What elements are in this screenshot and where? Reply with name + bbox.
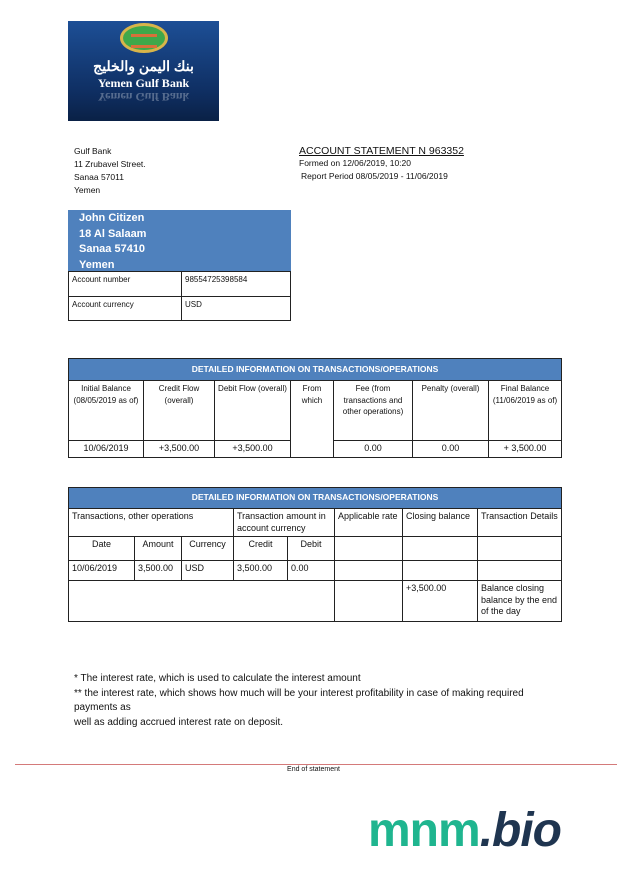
- bank-country: Yemen: [74, 185, 101, 195]
- statement-header: ACCOUNT STATEMENT N 963352 Formed on 12/…: [299, 145, 464, 183]
- header-credit-flow: Credit Flow (overall): [143, 380, 215, 441]
- account-info-table: Account number 98554725398584 Account cur…: [68, 271, 291, 321]
- watermark-logo: mnm.bio: [368, 803, 562, 858]
- report-period: Report Period 08/05/2019 - 11/06/2019: [301, 171, 448, 181]
- debit-flow-value: +3,500.00: [214, 440, 291, 458]
- empty-cell: [68, 580, 335, 622]
- watermark-part1: mnm: [368, 804, 481, 857]
- row-date: 10/06/2019: [68, 560, 135, 581]
- empty-cell: [334, 536, 403, 561]
- subheader-currency: Currency: [181, 536, 234, 561]
- closing-balance-value: +3,500.00: [402, 580, 478, 622]
- empty-cell: [477, 560, 562, 581]
- bank-logo: بنك اليمن والخليج Yemen Gulf Bank Yemen …: [68, 21, 219, 121]
- footnote: ** the interest rate, which shows how mu…: [74, 687, 524, 714]
- formed-date: Formed on 12/06/2019, 10:20: [299, 158, 411, 168]
- customer-city: Sanaa 57410: [79, 243, 146, 255]
- penalty-value: 0.00: [412, 440, 489, 458]
- row-credit: 3,500.00: [233, 560, 288, 581]
- subheader-date: Date: [68, 536, 135, 561]
- divider: [15, 764, 617, 765]
- final-balance-value: + 3,500.00: [488, 440, 562, 458]
- logo-arabic: بنك اليمن والخليج: [93, 58, 194, 74]
- logo-english: Yemen Gulf Bank: [97, 76, 190, 90]
- header-final-balance: Final Balance (11/06/2019 as of): [488, 380, 562, 441]
- account-currency-label: Account currency: [68, 296, 182, 321]
- fee-value: 0.00: [333, 440, 413, 458]
- header-closing-balance: Closing balance: [402, 508, 478, 537]
- header-debit-flow: Debit Flow (overall): [214, 380, 291, 441]
- logo-reflection: Yemen Gulf Bank: [97, 90, 190, 104]
- initial-balance-value: 10/06/2019: [68, 440, 144, 458]
- footnotes: * The interest rate, which is used to ca…: [74, 672, 544, 730]
- details-table: DETAILED INFORMATION ON TRANSACTIONS/OPE…: [68, 487, 562, 622]
- header-transaction-amount: Transaction amount in account currency: [233, 508, 335, 537]
- header-fee: Fee (from transactions and other operati…: [333, 380, 413, 441]
- subheader-amount: Amount: [134, 536, 182, 561]
- account-currency: USD: [181, 296, 291, 321]
- summary-table: DETAILED INFORMATION ON TRANSACTIONS/OPE…: [68, 358, 562, 458]
- row-amount: 3,500.00: [134, 560, 182, 581]
- header-applicable-rate: Applicable rate: [334, 508, 403, 537]
- customer-box: John Citizen 18 Al Salaam Sanaa 57410 Ye…: [68, 210, 291, 271]
- empty-cell: [334, 580, 403, 622]
- empty-cell: [402, 536, 478, 561]
- logo-emblem-icon: [120, 23, 168, 53]
- account-number-label: Account number: [68, 271, 182, 297]
- footnote: * The interest rate, which is used to ca…: [74, 673, 361, 684]
- subheader-credit: Credit: [233, 536, 288, 561]
- customer-street: 18 Al Salaam: [79, 227, 147, 240]
- bank-city: Sanaa 57011: [74, 172, 124, 182]
- customer-country: Yemen: [79, 258, 115, 271]
- header-from-which: From which: [290, 380, 334, 458]
- closing-details: Balance closing balance by the end of th…: [477, 580, 562, 622]
- header-initial-balance: Initial Balance (08/05/2019 as of): [68, 380, 144, 441]
- bank-street: 11 Zrubavel Street.: [74, 159, 146, 169]
- credit-flow-value: +3,500.00: [143, 440, 215, 458]
- bank-name: Gulf Bank: [74, 146, 112, 156]
- header-transactions: Transactions, other operations: [68, 508, 234, 537]
- details-title: DETAILED INFORMATION ON TRANSACTIONS/OPE…: [68, 487, 562, 509]
- end-of-statement: End of statement: [287, 766, 340, 773]
- summary-title: DETAILED INFORMATION ON TRANSACTIONS/OPE…: [68, 358, 562, 381]
- header-transaction-details: Transaction Details: [477, 508, 562, 537]
- row-currency: USD: [181, 560, 234, 581]
- empty-cell: [477, 536, 562, 561]
- subheader-debit: Debit: [287, 536, 335, 561]
- watermark-part2: .bio: [479, 804, 562, 857]
- empty-cell: [402, 560, 478, 581]
- row-debit: 0.00: [287, 560, 335, 581]
- footnote: well as adding accrued interest rate on …: [74, 716, 284, 728]
- statement-title: ACCOUNT STATEMENT N 963352: [299, 145, 464, 157]
- bank-address: Gulf Bank 11 Zrubavel Street. Sanaa 5701…: [74, 145, 146, 197]
- empty-cell: [334, 560, 403, 581]
- account-number: 98554725398584: [181, 271, 291, 297]
- header-penalty: Penalty (overall): [412, 380, 489, 441]
- customer-name: John Citizen: [79, 212, 145, 224]
